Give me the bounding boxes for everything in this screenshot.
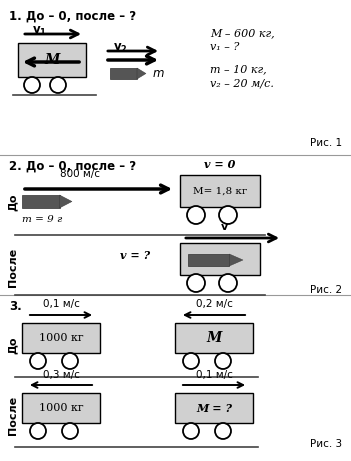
Bar [180,243,260,275]
Text: 1000 кг: 1000 кг [39,403,83,413]
Text: M – 600 кг,: M – 600 кг, [210,28,274,38]
Text: $\mathbf{v_2}$: $\mathbf{v_2}$ [113,42,128,55]
Text: 0,2 м/с: 0,2 м/с [196,299,232,309]
Text: После: После [8,248,18,287]
Text: 3.: 3. [9,300,22,313]
Text: M= 1,8 кг: M= 1,8 кг [193,187,247,195]
Circle shape [187,206,205,224]
Circle shape [215,353,231,369]
Polygon shape [137,68,146,79]
Text: 2. До – 0, после – ?: 2. До – 0, после – ? [9,160,136,173]
Text: 0,1 м/с: 0,1 м/с [196,370,232,380]
Text: Рис. 3: Рис. 3 [310,439,342,449]
Polygon shape [60,195,72,208]
Text: $\mathbf{v_1}$: $\mathbf{v_1}$ [32,25,47,38]
Bar [175,323,253,353]
Text: До: До [8,193,18,211]
Bar [180,175,260,207]
Text: $\mathit{m}$: $\mathit{m}$ [152,67,165,80]
Circle shape [30,353,46,369]
Circle shape [187,274,205,292]
Bar [22,323,100,353]
Circle shape [62,423,78,439]
Text: m – 10 кг,: m – 10 кг, [210,64,267,74]
Text: Рис. 2: Рис. 2 [310,285,342,295]
Bar [110,68,137,79]
Bar [22,195,60,208]
Text: v = 0: v = 0 [204,159,236,170]
Text: 0,1 м/с: 0,1 м/с [42,299,79,309]
Text: 1. До – 0, после – ?: 1. До – 0, после – ? [9,10,136,23]
Circle shape [219,274,237,292]
Text: M: M [206,331,222,345]
Text: v₂ – 20 м/с.: v₂ – 20 м/с. [210,78,274,88]
Text: m = 9 г: m = 9 г [22,215,62,224]
Text: 0,3 м/с: 0,3 м/с [42,370,79,380]
Polygon shape [229,254,243,266]
Circle shape [219,206,237,224]
Bar [22,393,100,423]
Circle shape [24,77,40,93]
Text: M = ?: M = ? [196,402,232,414]
Circle shape [183,423,199,439]
Text: M: M [44,53,60,67]
Bar [18,43,86,77]
Circle shape [50,77,66,93]
Circle shape [183,353,199,369]
Circle shape [215,423,231,439]
Text: Рис. 1: Рис. 1 [310,138,342,148]
Text: v = ?: v = ? [120,250,150,261]
Circle shape [30,423,46,439]
Circle shape [62,353,78,369]
Text: До: До [8,336,18,354]
Bar [188,254,229,266]
Bar [175,393,253,423]
Text: $\mathbf{v}$: $\mathbf{v}$ [220,222,230,232]
Text: 1000 кг: 1000 кг [39,333,83,343]
Text: v₁ – ?: v₁ – ? [210,42,239,52]
Text: 800 м/с: 800 м/с [60,169,100,179]
Text: После: После [8,396,18,435]
